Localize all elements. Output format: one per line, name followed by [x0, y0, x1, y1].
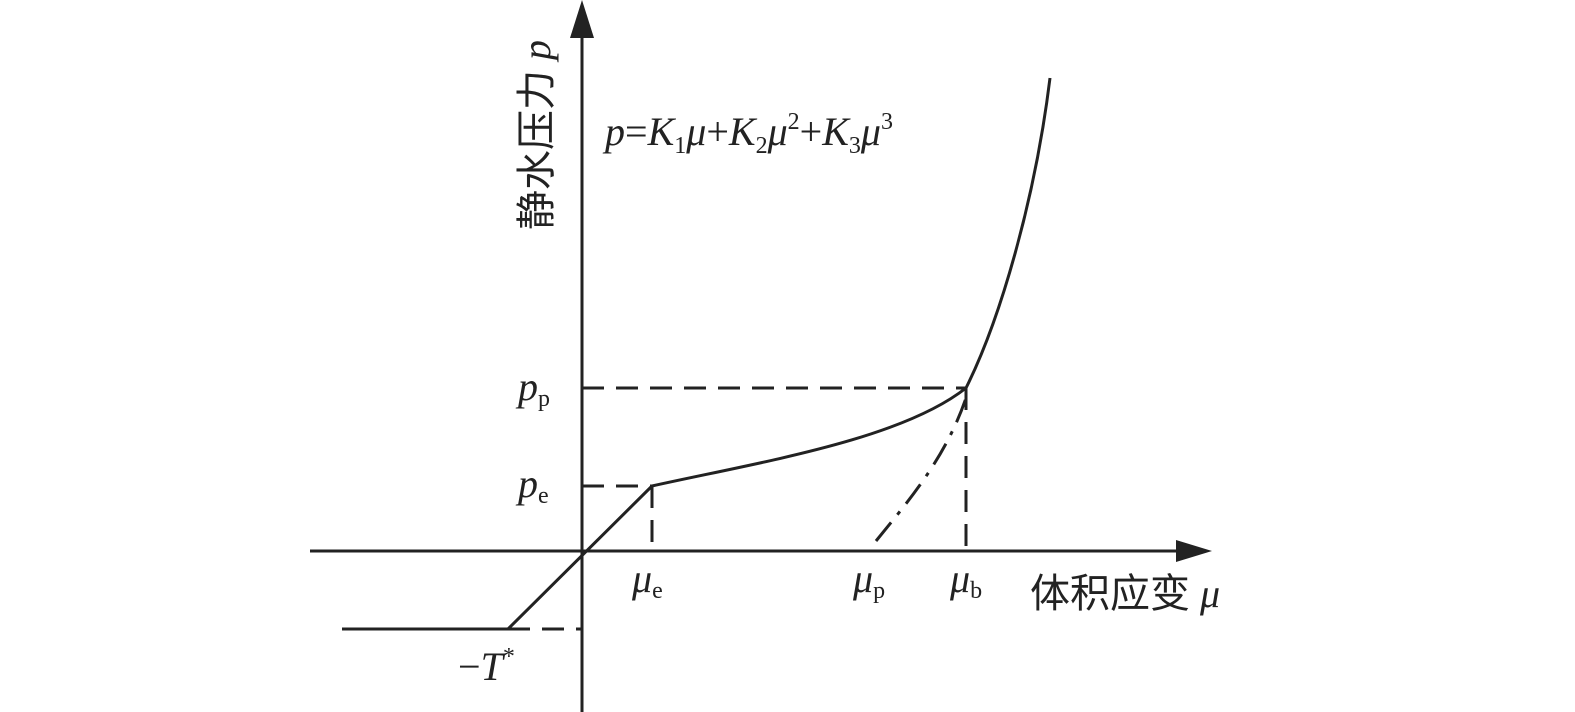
sign: −	[458, 644, 481, 689]
y-arrow	[570, 0, 594, 38]
sub: e	[652, 578, 663, 604]
main: μ	[949, 556, 970, 601]
main: p	[515, 461, 538, 506]
sup: *	[503, 644, 515, 670]
label-pp: pp	[515, 364, 550, 412]
sub: p	[538, 386, 550, 412]
elastic-line	[342, 484, 654, 631]
eq: 3	[849, 133, 861, 159]
axes	[310, 20, 1190, 712]
label-mue: μe	[631, 556, 663, 604]
eq: +	[706, 109, 729, 154]
sub: p	[873, 578, 885, 604]
x-arrow	[1176, 540, 1212, 562]
eq: 1	[674, 133, 686, 159]
x-axis-label: 体积应变 μ	[1030, 571, 1220, 617]
eq: K	[647, 109, 677, 154]
label-text: 体积应变	[1030, 571, 1190, 617]
eq: μ	[685, 109, 706, 154]
main: T	[481, 644, 506, 689]
main: μ	[631, 556, 652, 601]
eq: K	[728, 109, 758, 154]
eq: +	[800, 109, 823, 154]
sub: e	[538, 483, 549, 509]
equation: p=K1μ+K2μ2+K3μ3	[602, 109, 893, 159]
label-symbol: p	[514, 40, 559, 63]
unloading-line	[874, 397, 968, 542]
label-text: 静水压力	[514, 70, 560, 230]
label-mub: μb	[949, 556, 982, 604]
main: μ	[852, 556, 873, 601]
label-tension: −T*	[458, 644, 515, 689]
eq: 2	[756, 133, 768, 159]
eq: 2	[788, 109, 800, 135]
eq: p	[602, 109, 625, 154]
eq: μ	[860, 109, 881, 154]
eq: =	[625, 109, 648, 154]
sub: b	[970, 578, 982, 604]
label-mup: μp	[852, 556, 885, 604]
curves	[342, 77, 1052, 631]
label-pe: pe	[515, 461, 549, 509]
main: p	[515, 364, 538, 409]
label-symbol: μ	[1199, 571, 1220, 616]
eq: 3	[881, 109, 893, 135]
eq: μ	[767, 109, 788, 154]
eq: K	[821, 109, 851, 154]
guides	[508, 386, 968, 631]
y-axis-label: 静水压力 p	[514, 40, 560, 230]
